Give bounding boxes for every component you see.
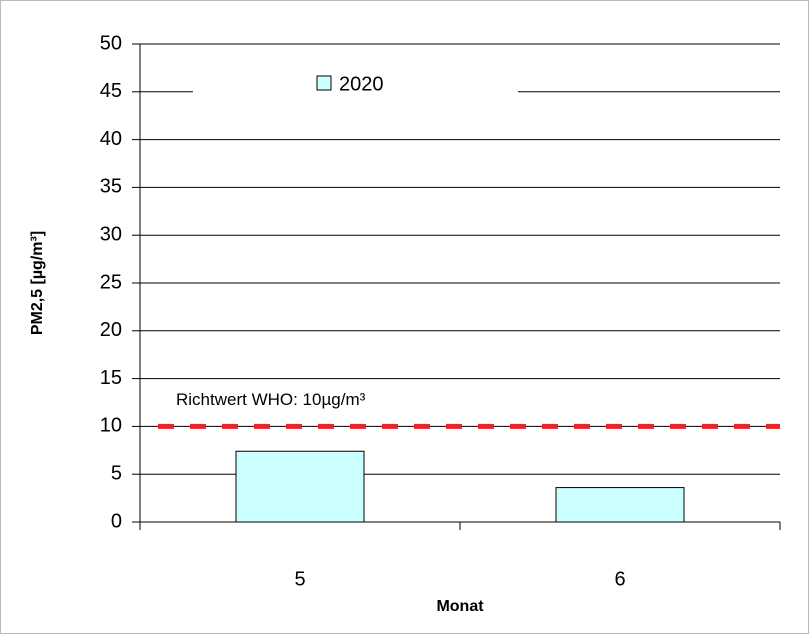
y-tick-label: 0 — [111, 510, 122, 532]
y-axis-label: PM2,5 [µg/m³] — [29, 231, 46, 335]
y-tick-label: 10 — [100, 415, 122, 437]
bar — [555, 487, 685, 523]
y-tick-label: 20 — [100, 319, 122, 341]
y-tick-label: 50 — [100, 32, 122, 54]
reference-label: Richtwert WHO: 10µg/m³ — [176, 390, 366, 409]
x-axis-label: Monat — [436, 598, 484, 615]
legend-box — [193, 72, 518, 106]
y-tick-label: 35 — [100, 176, 122, 198]
x-tick-label: 6 — [614, 568, 625, 590]
y-tick-label: 30 — [100, 223, 122, 245]
legend-label: 2020 — [339, 73, 384, 95]
y-tick-label: 40 — [100, 128, 122, 150]
y-tick-label: 5 — [111, 462, 122, 484]
legend-swatch — [316, 75, 332, 91]
y-tick-label: 15 — [100, 367, 122, 389]
y-tick-label: 25 — [100, 271, 122, 293]
bar — [235, 450, 365, 523]
y-tick-label: 45 — [100, 80, 122, 102]
x-tick-label: 5 — [294, 568, 305, 590]
